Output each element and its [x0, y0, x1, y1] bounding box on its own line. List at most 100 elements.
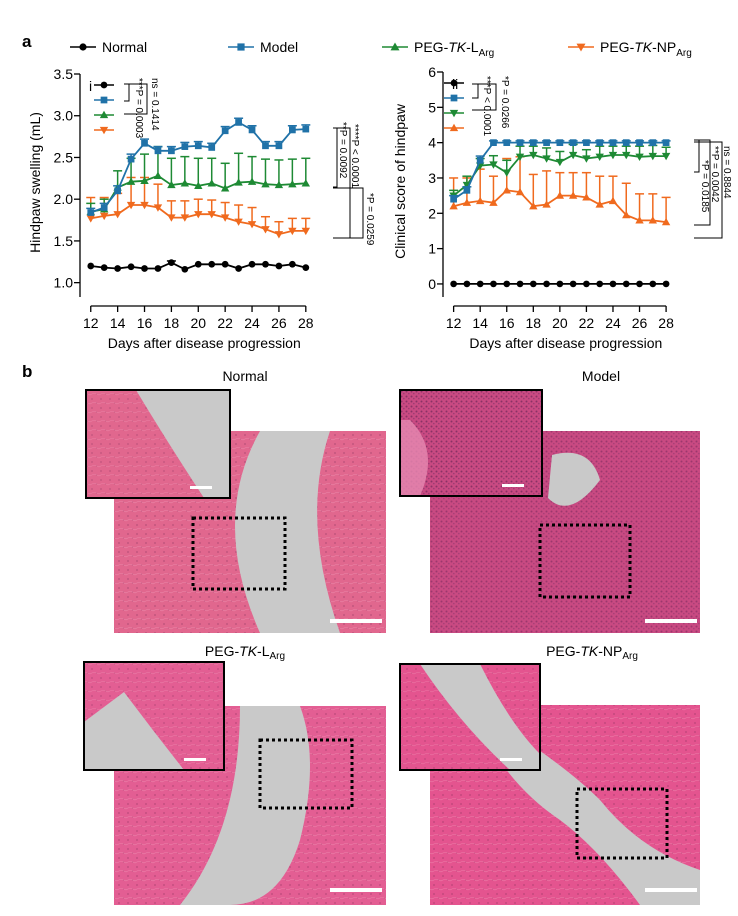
data-point [596, 280, 604, 288]
histology-panel-0: Normal [85, 368, 386, 633]
data-point [555, 158, 565, 167]
data-point [302, 264, 310, 271]
inline-legend-marker [100, 96, 108, 104]
data-point [529, 280, 537, 288]
data-point [555, 191, 565, 199]
stats-bracket [333, 187, 364, 239]
data-point [662, 139, 670, 147]
data-point [649, 139, 657, 147]
stats-annotations-i [124, 83, 364, 239]
data-point [636, 139, 643, 147]
data-point [462, 198, 472, 206]
data-point [502, 186, 511, 194]
stats-bracket [694, 139, 700, 173]
data-point [476, 280, 484, 288]
data-point [153, 204, 163, 212]
scale-bar [645, 888, 697, 892]
y-tick-label: 0 [428, 276, 436, 292]
y-tick-label: 6 [428, 64, 436, 80]
series-peg-tk-nparg [86, 176, 311, 239]
data-point [529, 139, 537, 147]
inline-legend-marker [99, 126, 109, 135]
data-point [194, 142, 202, 150]
panel-a-label: a [22, 32, 32, 51]
data-point [127, 155, 135, 163]
data-point [261, 179, 270, 188]
stat-label: *P = 0.0185 [699, 160, 710, 213]
legend-marker-square [237, 43, 245, 51]
data-point [221, 127, 229, 135]
data-point [262, 142, 269, 150]
data-point [181, 265, 189, 273]
inline-legend-marker [449, 109, 459, 118]
x-axis-label: Days after disease progression [108, 335, 301, 351]
data-point [140, 176, 149, 184]
x-tick-label: 28 [298, 315, 314, 331]
data-point [301, 179, 311, 187]
data-point [220, 184, 230, 192]
inline-legend [94, 81, 114, 135]
series-model [449, 139, 671, 203]
data-point [168, 147, 175, 155]
inset-gap [84, 692, 184, 770]
legend-label: PEG-TK-NPArg [600, 39, 692, 59]
histology-panel-3: PEG-TK-NPArg [399, 643, 700, 905]
data-point [463, 186, 471, 194]
data-point [168, 259, 175, 266]
data-point [248, 126, 256, 134]
data-point [450, 195, 457, 203]
data-point [568, 151, 578, 160]
data-point [221, 260, 229, 268]
data-point [87, 209, 95, 216]
data-point [275, 262, 283, 270]
data-point [154, 147, 162, 155]
data-point [194, 260, 202, 268]
data-point [595, 200, 604, 208]
stats-bracket [694, 139, 711, 226]
inset-region [400, 420, 428, 496]
data-point [234, 218, 243, 226]
y-tick-label: 5 [428, 99, 436, 115]
data-point [529, 202, 538, 210]
data-point [582, 193, 591, 201]
x-tick-label: 18 [526, 315, 542, 331]
data-point [114, 187, 121, 195]
data-point [503, 280, 511, 288]
stats-bracket [333, 127, 338, 188]
x-tick-label: 20 [190, 315, 206, 331]
x-tick-label: 12 [83, 315, 99, 331]
chart-hindpaw-swelling: 1.0 1.5 2.0 2.5 3.0 3.5 12 14 16 18 20 22 24 26 28 Days… [27, 66, 314, 351]
data-point [556, 280, 564, 288]
y-tick-label: 3.0 [54, 108, 74, 124]
data-point [661, 152, 671, 161]
inset-gap [420, 664, 540, 770]
data-point [543, 139, 550, 147]
legend-item-0: Normal [70, 39, 147, 55]
x-axis-label: Days after disease progression [469, 335, 662, 351]
data-point [154, 265, 162, 272]
data-point [288, 227, 297, 236]
inline-legend-marker [450, 94, 458, 102]
data-point [100, 204, 108, 211]
data-point [207, 211, 216, 219]
legend-label: Normal [102, 39, 147, 55]
data-point [262, 260, 269, 268]
data-point [515, 153, 525, 161]
stat-label: ****P < 0.0001 [349, 124, 360, 188]
inset-gap [136, 390, 230, 498]
stat-label: ns = 0.1414 [149, 78, 160, 131]
stats-bracket [472, 83, 497, 111]
data-point [569, 139, 577, 147]
x-tick-label: 22 [579, 315, 595, 331]
histology-panel-1: Model [399, 368, 700, 633]
histology-title: Model [582, 368, 620, 384]
inset-border [399, 663, 541, 771]
stat-label: *P = 0.0266 [499, 76, 510, 129]
stats-bracket [124, 83, 130, 102]
data-point [100, 264, 108, 271]
data-point [649, 280, 657, 288]
series-model [86, 117, 311, 216]
data-point [113, 211, 122, 219]
data-point [490, 139, 497, 147]
